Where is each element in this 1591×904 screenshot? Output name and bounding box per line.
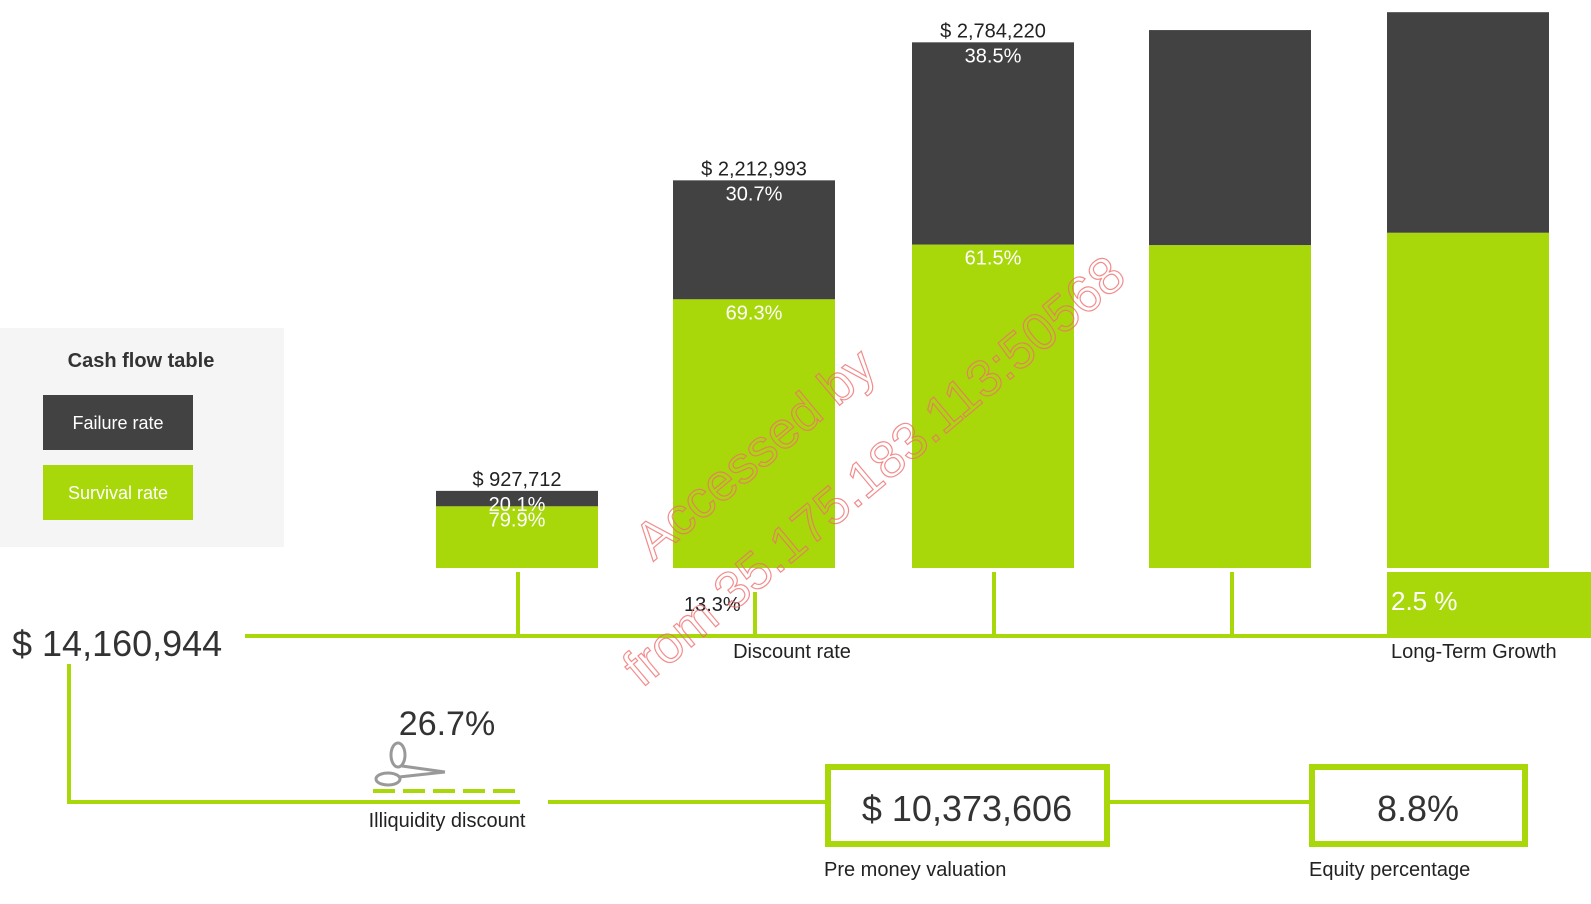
legend-failure: [43, 395, 193, 450]
failure-label: 38.5%: [965, 45, 1022, 67]
equity-value: 8.8%: [1377, 788, 1459, 829]
failure-segment: [912, 42, 1074, 245]
survival-segment: [1149, 245, 1311, 568]
cash-flow-label: $ 2,784,220: [940, 20, 1046, 42]
survival-label: 61.5%: [965, 248, 1022, 270]
total-value: $ 14,160,944: [12, 623, 222, 664]
survival-label: 69.3%: [726, 302, 783, 324]
legend-survival-label: Survival rate: [68, 483, 168, 503]
growth-label: Long-Term Growth: [1391, 641, 1557, 663]
discount-value: 13.3%: [684, 594, 741, 616]
failure-segment: [1149, 30, 1311, 246]
failure-label: 30.7%: [726, 183, 783, 205]
discount-label: Discount rate: [733, 641, 851, 663]
growth-value: 2.5 %: [1391, 586, 1458, 616]
survival-label: 79.9%: [489, 509, 546, 531]
growth-box: [1387, 572, 1591, 636]
equity-box: [1309, 764, 1528, 847]
failure-segment: [673, 180, 835, 300]
pre-money-label: Pre money valuation: [824, 859, 1006, 881]
pre-money-box: [825, 764, 1110, 847]
connectors: [67, 572, 1591, 804]
illiquidity-value: 26.7%: [399, 705, 495, 743]
illiquidity-label: Illiquidity discount: [369, 810, 526, 832]
cash-flow-label: $ 927,712: [473, 469, 562, 491]
equity-label: Equity percentage: [1309, 859, 1470, 881]
failure-label: 20.1%: [489, 494, 546, 516]
legend-failure-label: Failure rate: [72, 413, 163, 433]
pre-money-value: $ 10,373,606: [862, 788, 1072, 829]
legend-title: Cash flow table: [68, 350, 215, 372]
survival-segment: [673, 299, 835, 568]
cash-flow-label: $ 2,212,993: [701, 158, 807, 180]
connector: [67, 664, 520, 804]
legend-survival: [43, 465, 193, 520]
survival-segment: [1387, 232, 1549, 568]
scissors-icon: [374, 741, 446, 787]
survival-segment: [912, 244, 1074, 568]
failure-segment: [1387, 12, 1549, 233]
survival-segment: [436, 506, 598, 568]
failure-segment: [436, 490, 598, 507]
